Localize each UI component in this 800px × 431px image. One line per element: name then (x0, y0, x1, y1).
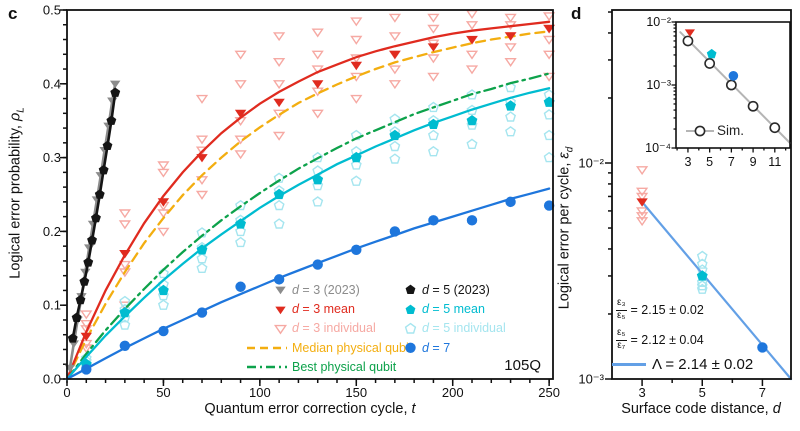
legend-item-d3-2023: d = 3 (2023) (244, 280, 412, 299)
triangle-down-icon (275, 286, 286, 295)
x-axis-label-d: Surface code distance, d (621, 401, 781, 417)
inset-device-d7 (728, 70, 739, 81)
legend-item-best-physical: Best physical qubit (244, 358, 412, 377)
circle-icon (405, 342, 416, 354)
svg-text:3: 3 (684, 155, 691, 169)
svg-text:9: 9 (750, 155, 757, 169)
legend-item-label: d = 7 (422, 340, 451, 355)
series-best-physical (65, 72, 551, 381)
svg-text:0.1: 0.1 (43, 298, 61, 313)
svg-text:0.3: 0.3 (43, 150, 61, 165)
legend-item-median-physical: Median physical qubit (244, 338, 412, 357)
legend-column-1: d = 3 (2023) d = 3 mean d = 3 individual Me… (244, 280, 412, 377)
svg-text:250: 250 (538, 385, 560, 400)
legend-item-d7: d = 7 (402, 338, 506, 357)
legend-column-2: d = 5 (2023) d = 5 mean d = 5 individual d … (402, 280, 506, 358)
svg-text:0.4: 0.4 (43, 76, 61, 91)
legend-item-label: d = 5 mean (422, 302, 485, 317)
panel-d-inset: 3 5 7 9 11 10⁻² 10⁻³ 10⁻⁴ (645, 15, 791, 169)
panel-label-d: d (571, 4, 582, 23)
series-d3-mean (65, 20, 555, 381)
legend-item-label: d = 3 individual (292, 321, 376, 336)
svg-text:3: 3 (638, 385, 645, 400)
svg-text:10⁻²: 10⁻² (646, 15, 671, 29)
dashed-line-icon (247, 346, 287, 350)
svg-text:200: 200 (442, 385, 464, 400)
series-d7 (65, 187, 555, 381)
legend-item-label: d = 5 (2023) (422, 282, 490, 297)
legend-item-label: d = 5 individual (422, 321, 506, 336)
svg-text:5: 5 (699, 385, 706, 400)
inset-device-d3 (684, 29, 695, 37)
series-d-d3-mean (636, 198, 648, 207)
legend-item-d3-mean: d = 3 mean (244, 299, 412, 318)
series-d5-mean (65, 87, 555, 381)
pentagon-icon (404, 322, 417, 334)
panel-c-frame (66, 9, 554, 380)
panel-d-frame (611, 9, 792, 380)
lambda-line-swatch (612, 363, 646, 366)
svg-text:0.5: 0.5 (43, 3, 61, 18)
series-d-d7 (757, 342, 768, 353)
panel-label-c: c (8, 4, 18, 23)
svg-text:0.0: 0.0 (43, 372, 61, 387)
sim-legend-label: Sim. (717, 123, 744, 138)
y-axis-label-d: Logical error per cycle, εd (556, 146, 576, 310)
ratio-eps3-eps5: ε₃ ε₅ = 2.15 ± 0.02 (616, 297, 704, 321)
svg-text:10⁻³: 10⁻³ (578, 372, 604, 387)
x-axis-label-c: Quantum error correction cycle, t (204, 401, 416, 417)
triangle-down-icon (275, 306, 286, 314)
series-median-physical (65, 30, 551, 381)
series-d-d5-mean (696, 270, 708, 281)
y-axis-label-c: Logical error probability, ρL (7, 107, 27, 279)
legend-item-label: d = 3 (2023) (292, 282, 360, 297)
svg-text:0.2: 0.2 (43, 224, 61, 239)
series-d-d3-individual (635, 166, 649, 227)
legend-item-d3-individual: d = 3 individual (244, 319, 412, 338)
panel-d-plot: 3 5 7 10⁻² 10⁻³ (578, 9, 793, 400)
legend-item-label: Median physical qubit (292, 340, 413, 355)
legend-item-label: Best physical qubit (292, 360, 397, 375)
svg-text:100: 100 (249, 385, 271, 400)
inset-device-d5 (706, 48, 717, 59)
legend-item-label: d = 3 mean (292, 302, 355, 317)
ratio-eps5-eps7: ε₅ ε₇ = 2.12 ± 0.04 (616, 327, 704, 351)
legend-item-d5-mean: d = 5 mean (402, 299, 506, 318)
series-d5-2023 (67, 87, 121, 343)
svg-text:5: 5 (706, 155, 713, 169)
svg-text:11: 11 (768, 155, 781, 169)
svg-text:7: 7 (759, 385, 766, 400)
svg-text:10⁻³: 10⁻³ (646, 78, 671, 92)
svg-text:10⁻⁴: 10⁻⁴ (645, 141, 671, 155)
inset-frame (675, 21, 791, 149)
panel-c-plot: 0 50 100 150 200 250 0.0 0.1 0.2 0.3 0.4 0.5 (43, 3, 560, 401)
svg-text:10⁻²: 10⁻² (578, 156, 604, 171)
svg-text:150: 150 (345, 385, 367, 400)
qubit-count-tag: 105Q (504, 357, 541, 374)
legend-item-d5-individual: d = 5 individual (402, 319, 506, 338)
series-d-lambda-fit (640, 200, 793, 381)
svg-text:50: 50 (156, 385, 170, 400)
dashdot-line-icon (247, 366, 287, 369)
lambda-legend: Λ = 2.14 ± 0.02 (612, 356, 753, 373)
legend-item-d5-2023: d = 5 (2023) (402, 280, 506, 299)
pentagon-icon (405, 304, 416, 314)
pentagon-icon (405, 284, 416, 295)
svg-text:7: 7 (728, 155, 735, 169)
inset-sim-legend-swatch (686, 125, 714, 137)
triangle-down-icon (273, 324, 288, 335)
inset-sim-series (679, 31, 791, 144)
svg-text:0: 0 (63, 385, 70, 400)
